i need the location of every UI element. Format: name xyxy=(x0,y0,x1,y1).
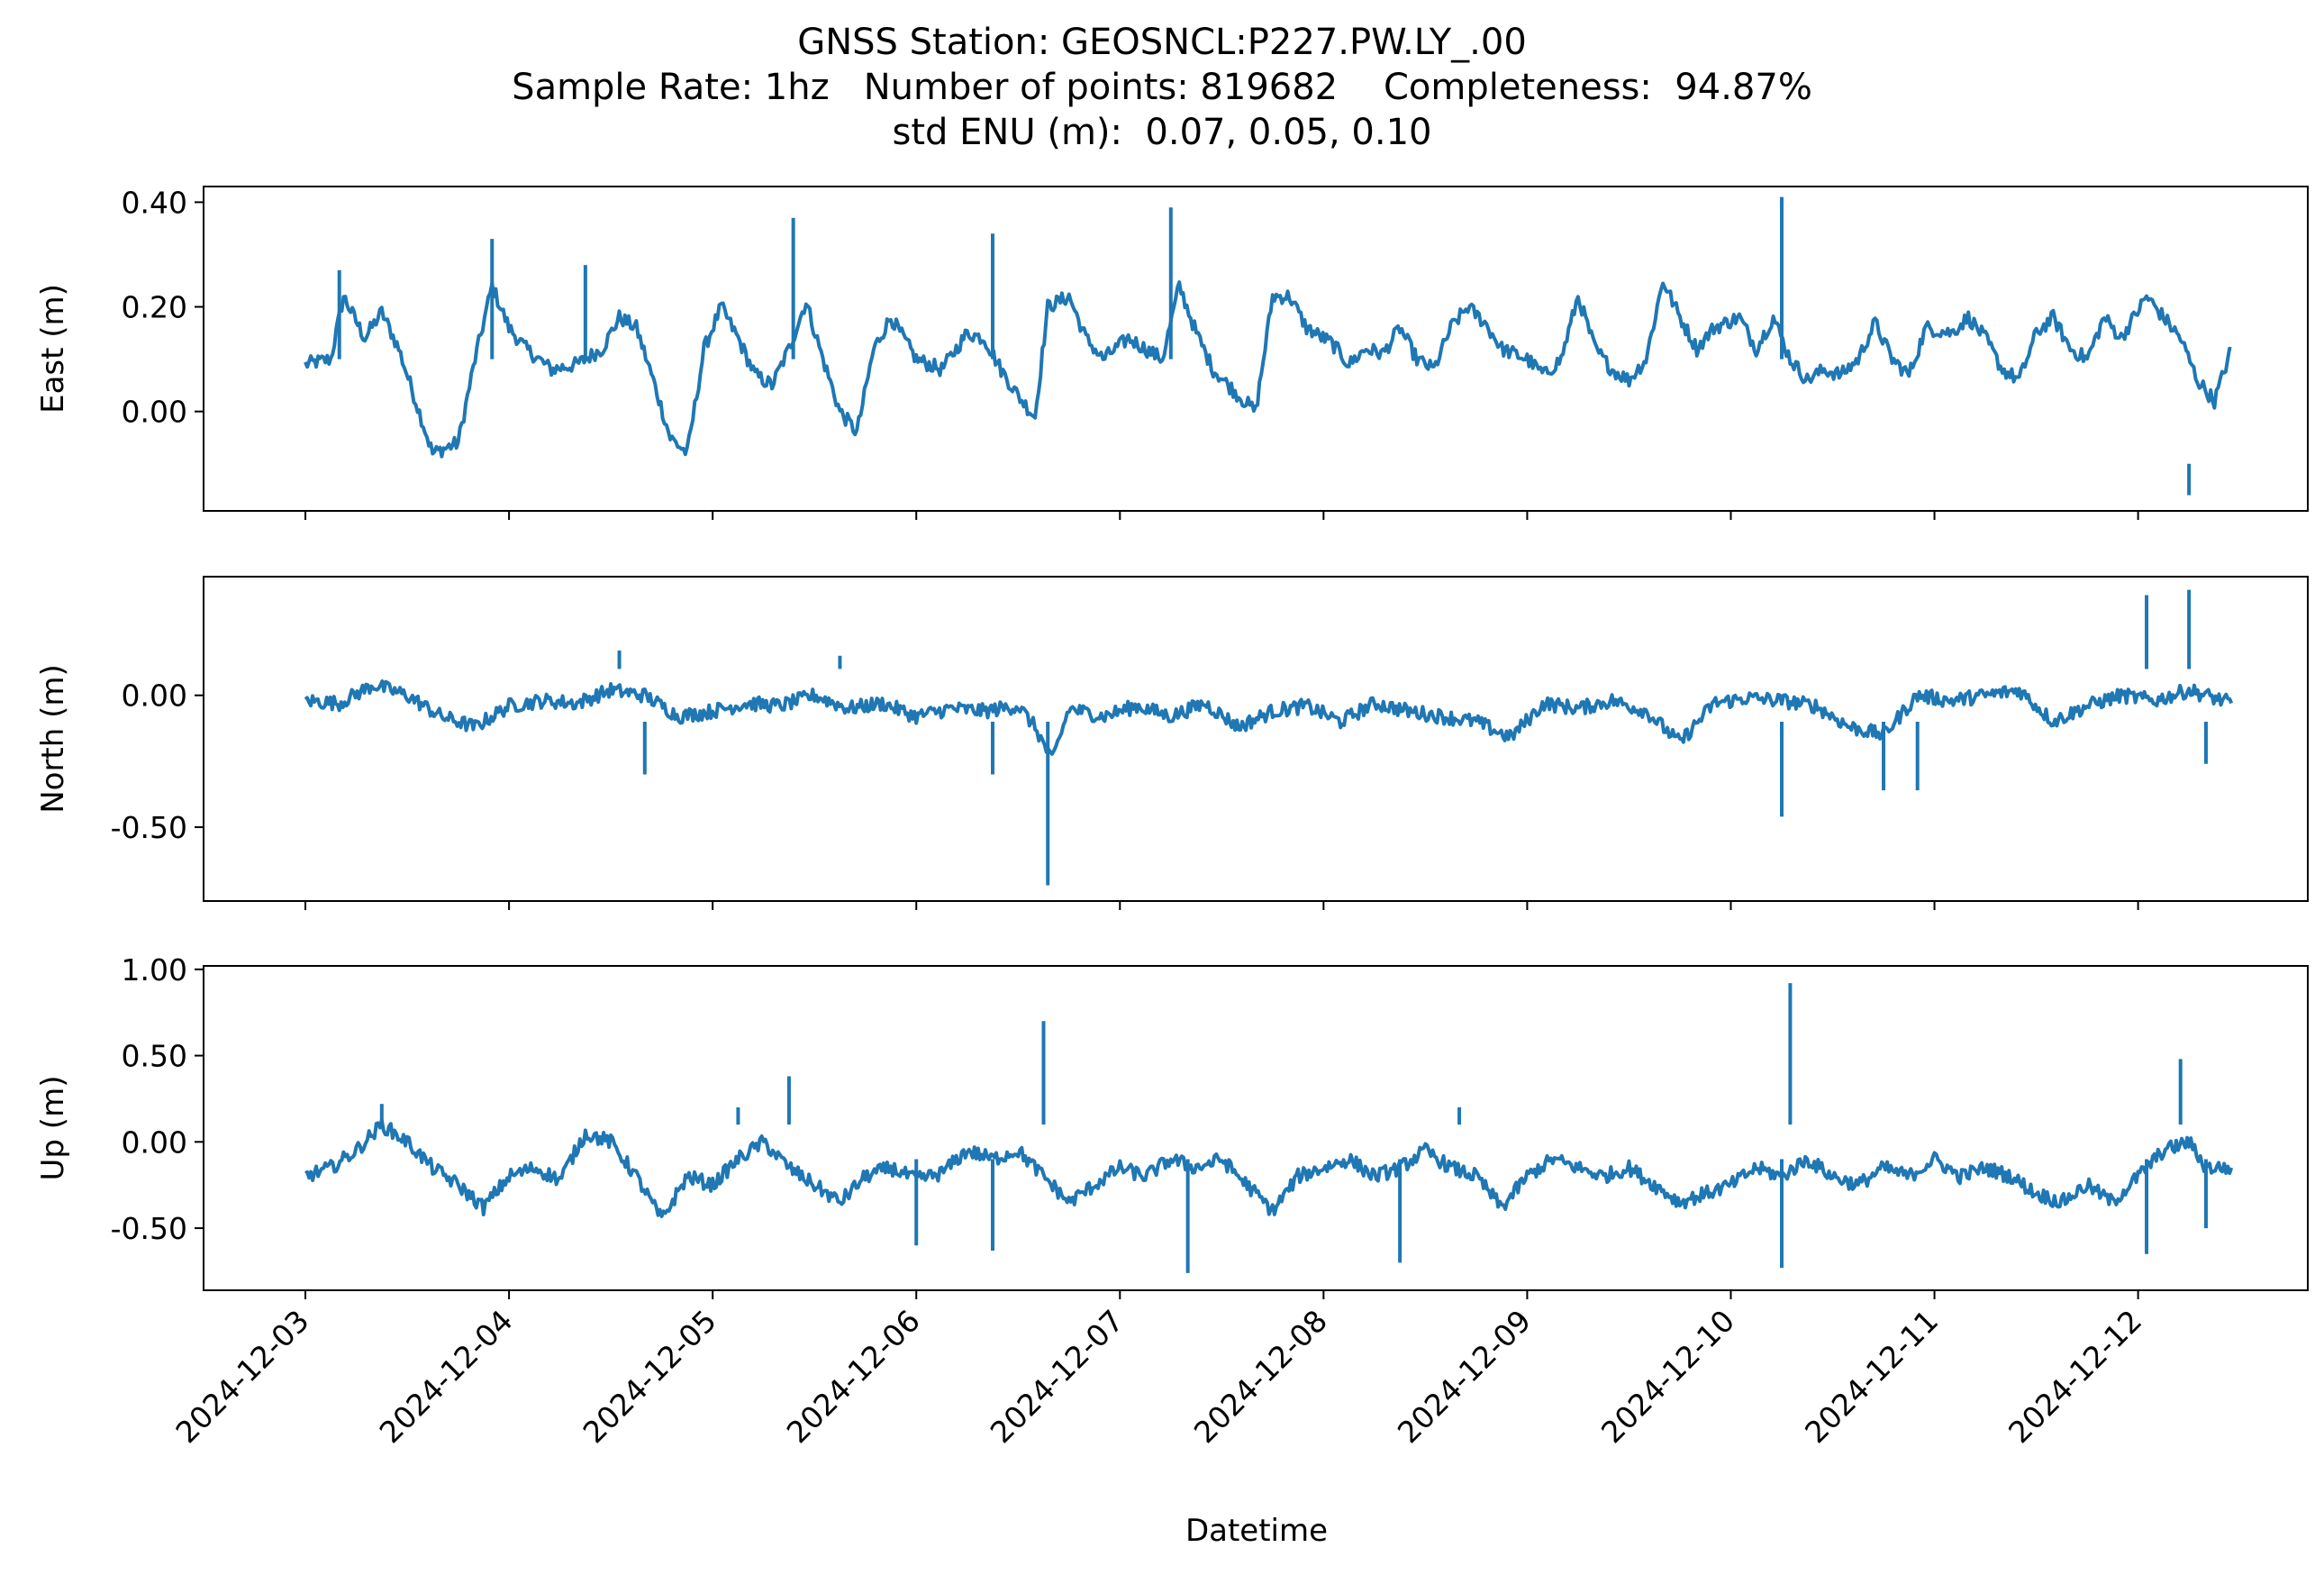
panel-frame xyxy=(203,186,2309,512)
series-line xyxy=(304,280,2232,459)
x-tick-label: 2024-12-06 xyxy=(780,1303,927,1450)
y-axis-label: East (m) xyxy=(35,284,71,414)
x-axis-label: Datetime xyxy=(1185,1513,1328,1549)
x-axis-ticks: 2024-12-03 2024-12-04 2024-12-05 2024-12-06… xyxy=(169,1303,2149,1450)
panel-frame xyxy=(203,576,2309,902)
y-axis-label: North (m) xyxy=(35,664,71,814)
chart-title: GNSS Station: GEOSNCL:P227.PW.LY_.00 xyxy=(797,22,1527,63)
panel-east: 0.00 0.20 0.40 East (m) xyxy=(35,185,2309,520)
x-tick-label: 2024-12-05 xyxy=(576,1303,723,1450)
x-tick-label: 2024-12-12 xyxy=(2002,1303,2148,1450)
y-tick-label: 1.00 xyxy=(122,952,187,988)
y-tick-label: 0.00 xyxy=(122,678,187,714)
panel-up: 1.00 0.50 0.00 -0.50 Up (m) xyxy=(35,952,2309,1299)
series-line xyxy=(304,1118,2234,1218)
y-tick-label: 0.00 xyxy=(122,1124,187,1160)
x-tick-label: 2024-12-03 xyxy=(169,1303,316,1450)
y-axis-label: Up (m) xyxy=(35,1076,71,1181)
y-tick-label: 0.50 xyxy=(122,1039,187,1074)
panel-north: 0.00 -0.50 North (m) xyxy=(35,576,2309,910)
y-tick-label: -0.50 xyxy=(111,810,187,845)
x-tick-label: 2024-12-11 xyxy=(1798,1303,1945,1450)
y-tick-label: -0.50 xyxy=(111,1211,187,1246)
x-tick-label: 2024-12-07 xyxy=(984,1303,1130,1450)
y-tick-label: 0.20 xyxy=(122,290,187,325)
y-tick-label: 0.00 xyxy=(122,395,187,430)
x-tick-label: 2024-12-04 xyxy=(373,1303,520,1450)
chart-subtitle-line-1: Sample Rate: 1hz Number of points: 81968… xyxy=(512,67,1812,108)
series-line xyxy=(304,679,2234,756)
panel-frame xyxy=(203,965,2309,1291)
x-tick-label: 2024-12-10 xyxy=(1594,1303,1741,1450)
chart-subtitle-line-2: std ENU (m): 0.07, 0.05, 0.10 xyxy=(892,112,1432,153)
x-tick-label: 2024-12-09 xyxy=(1391,1303,1538,1450)
y-tick-label: 0.40 xyxy=(122,185,187,220)
x-tick-label: 2024-12-08 xyxy=(1187,1303,1334,1450)
chart-title-block: GNSS Station: GEOSNCL:P227.PW.LY_.00 Sam… xyxy=(0,20,2324,155)
